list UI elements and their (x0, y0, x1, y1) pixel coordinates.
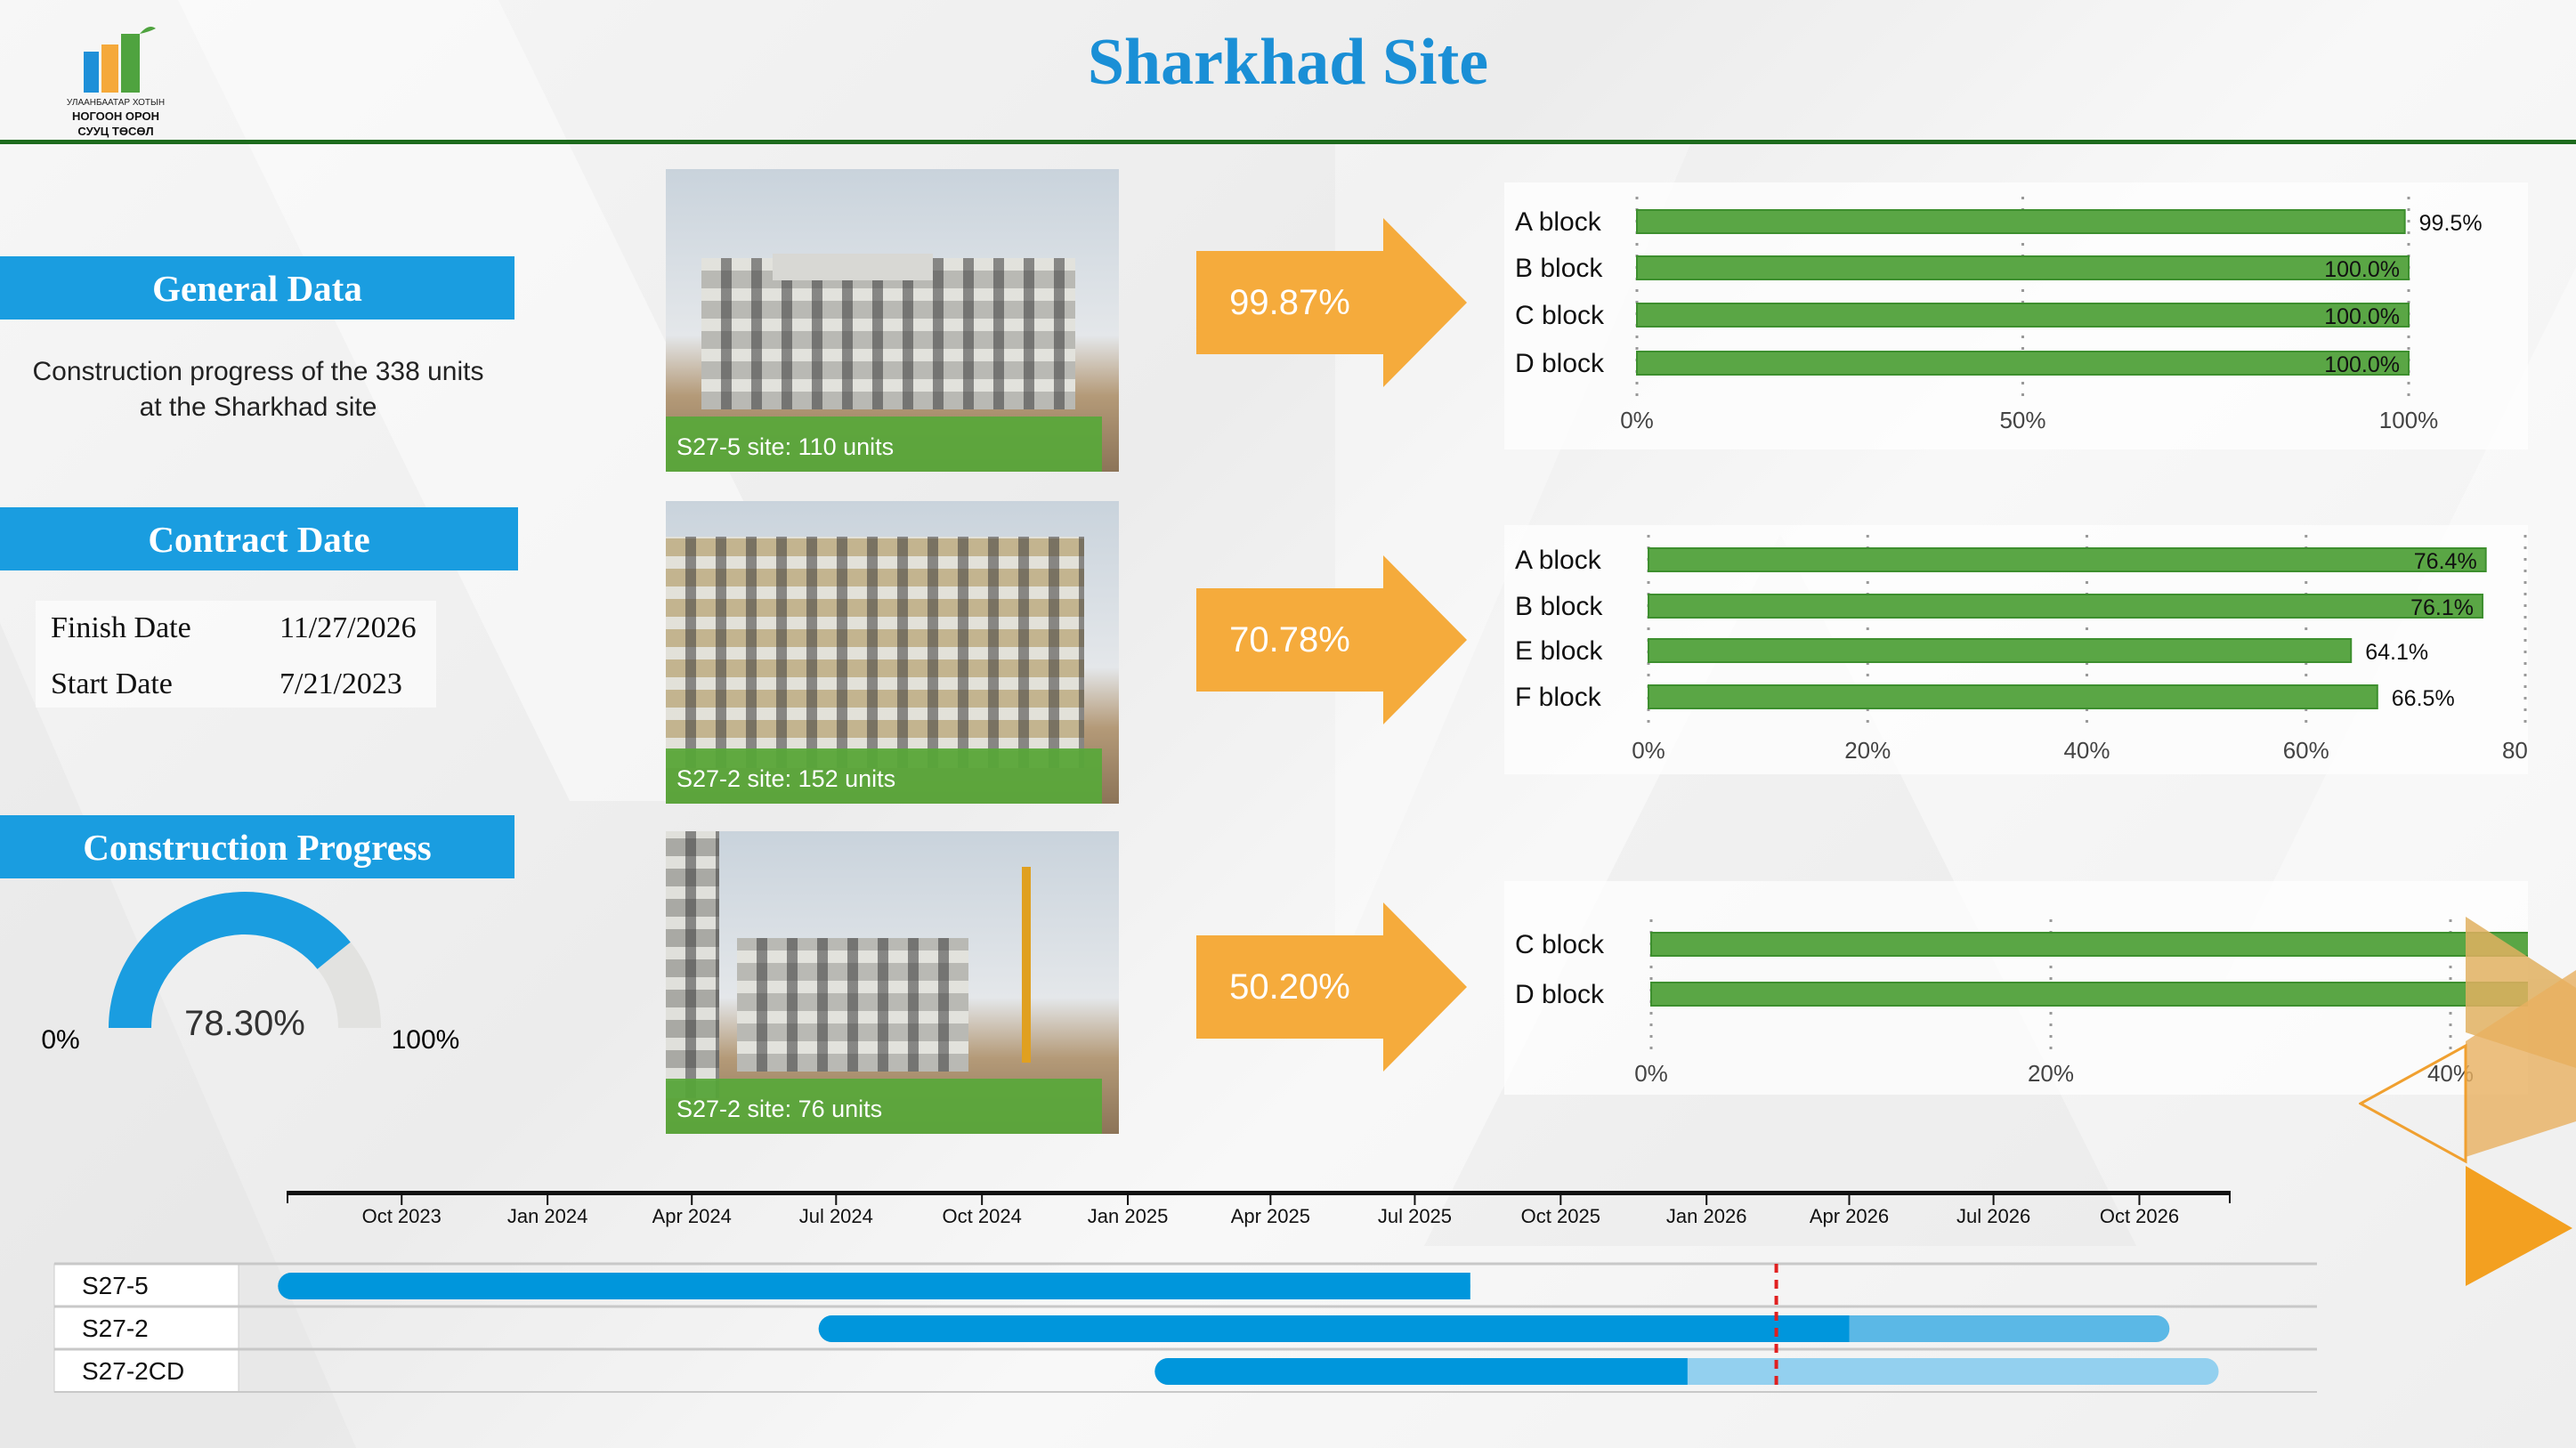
gauge-value-label: 78.30% (184, 1004, 305, 1043)
tick-label: 20% (2028, 1060, 2074, 1087)
bar (1636, 209, 2406, 234)
decorative-triangles (2359, 917, 2576, 1286)
bar (1636, 351, 2410, 376)
arrow-percent: 50.20% (1229, 967, 1350, 1007)
description-line-2: at the Sharkhad site (139, 392, 377, 422)
axis-tick-label: Oct 2026 (2100, 1205, 2179, 1227)
category-label: A block (1515, 546, 1602, 575)
tick-label: 0% (1620, 407, 1654, 433)
axis-tick-label: Oct 2025 (1521, 1205, 1600, 1227)
axis-tick-label: Jul 2024 (799, 1205, 873, 1227)
category-label: C block (1515, 301, 1605, 330)
general-description: Construction progress of the 338 units a… (0, 354, 516, 425)
block-progress-chart-s27-5: 0% 50% 100% A block 99.5% B block 100.0% C bloc… (1504, 182, 2528, 449)
bar (1648, 547, 2487, 572)
logo-text-line-2: НОГООН ОРОН (72, 109, 159, 123)
row-label: S27-5 (82, 1272, 149, 1299)
logo-text-line-1: УЛААНБААТАР ХОТЫН (67, 98, 165, 108)
axis-tick-label: Oct 2024 (943, 1205, 1022, 1227)
axis-tick-label: Jan 2024 (507, 1205, 588, 1227)
arrow-percent: 99.87% (1229, 282, 1350, 322)
value-label: 100.0% (2324, 257, 2400, 282)
gauge-min-label: 0% (41, 1025, 79, 1055)
finish-date-label: Finish Date (51, 611, 191, 644)
site-photo-s27-5: S27-5 site: 110 units (666, 169, 1119, 472)
bar (1650, 932, 2528, 957)
finish-date-value: 11/27/2026 (279, 611, 417, 644)
contract-table: Finish Date 11/27/2026 Start Date 7/21/2… (36, 601, 436, 708)
category-label: D block (1515, 980, 1605, 1009)
bar (1648, 684, 2378, 709)
bar (1650, 982, 2528, 1007)
category-label: D block (1515, 349, 1605, 378)
axis-tick-label: Jul 2026 (1956, 1205, 2030, 1227)
axis-tick-label: Jan 2025 (1088, 1205, 1169, 1227)
logo: УЛААНБААТАР ХОТЫН НОГООН ОРОН СУУЦ ТӨСӨЛ (45, 16, 187, 139)
value-label: 100.0% (2324, 304, 2400, 329)
page-title: Sharkhad Site (1087, 26, 1489, 99)
logo-mark: УЛААНБААТАР ХОТЫН НОГООН ОРОН СУУЦ ТӨСӨЛ (67, 27, 165, 138)
schedule-timeline: Oct 2023 Jan 2024 Apr 2024 Jul 2024 Oct 2024… (53, 1191, 2317, 1393)
tick-label: 60% (2283, 737, 2329, 764)
site-photo-s27-2cd: S27-2 site: 76 units (666, 831, 1119, 1134)
progress-arrow-s27-2: 70.78% (1196, 555, 1467, 724)
tick-label: 80% (2502, 737, 2528, 764)
axis-tick-label: Apr 2025 (1231, 1205, 1310, 1227)
bar (1648, 594, 2483, 619)
row-label: S27-2CD (82, 1357, 184, 1385)
tick-label: 50% (1999, 407, 2045, 433)
gauge-fill (109, 892, 351, 1028)
value-label: 99.5% (2419, 211, 2483, 236)
progress-bar (1154, 1358, 1688, 1385)
block-progress-chart-s27-2: 0% 20% 40% 60% 80% A block 76.4% B block 76.1% E … (1504, 525, 2528, 774)
construction-progress-heading: Construction Progress (0, 815, 514, 878)
arrow-percent: 70.78% (1229, 619, 1350, 659)
site-photo-s27-2: S27-2 site: 152 units (666, 501, 1119, 804)
row-label-column (53, 1263, 239, 1393)
tick-label: 100% (2379, 407, 2439, 433)
row-label: S27-2 (82, 1315, 149, 1342)
value-label: 64.1% (2365, 640, 2428, 665)
tick-label: 0% (1632, 737, 1665, 764)
site-caption: S27-5 site: 110 units (666, 417, 1102, 472)
bar (1648, 638, 2353, 663)
axis-tick-label: Apr 2024 (652, 1205, 732, 1227)
block-progress-chart-s27-2cd: 0%20%40%C block51.4%D block49.0% (1504, 881, 2528, 1095)
gauge-max-label: 100% (392, 1025, 460, 1055)
category-label: B block (1515, 592, 1603, 621)
start-date-value: 7/21/2023 (279, 667, 402, 700)
site-caption: S27-2 site: 76 units (666, 1079, 1102, 1134)
bar (1636, 303, 2410, 328)
contract-date-heading: Contract Date (0, 507, 518, 570)
category-label: F block (1515, 683, 1602, 712)
description-line-1: Construction progress of the 338 units (32, 357, 484, 386)
general-data-heading: General Data (0, 256, 514, 320)
axis-tick-label: Apr 2026 (1810, 1205, 1889, 1227)
value-label: 100.0% (2324, 352, 2400, 377)
category-label: C block (1515, 930, 1605, 959)
tick-label: 0% (1634, 1060, 1668, 1087)
timeline-axis (288, 1191, 2230, 1195)
axis-tick-label: Jul 2025 (1378, 1205, 1452, 1227)
axis-tick-label: Jan 2026 (1666, 1205, 1747, 1227)
category-label: E block (1515, 636, 1603, 666)
logo-text-line-3: СУУЦ ТӨСӨЛ (77, 125, 153, 138)
progress-arrow-s27-2cd: 50.20% (1196, 902, 1467, 1072)
tick-label: 20% (1844, 737, 1891, 764)
header-divider (0, 140, 2576, 144)
category-label: A block (1515, 207, 1602, 237)
progress-arrow-s27-5: 99.87% (1196, 218, 1467, 387)
value-label: 66.5% (2392, 686, 2455, 711)
progress-bar (278, 1273, 1470, 1299)
value-label: 76.1% (2410, 595, 2474, 620)
progress-gauge: 0% 100% 78.30% (41, 891, 460, 1055)
bar (1636, 255, 2410, 280)
start-date-label: Start Date (51, 667, 173, 700)
tick-label: 40% (2063, 737, 2110, 764)
progress-bar (818, 1315, 1850, 1342)
site-caption: S27-2 site: 152 units (666, 748, 1102, 804)
category-label: B block (1515, 254, 1603, 283)
value-label: 76.4% (2414, 549, 2477, 574)
axis-tick-label: Oct 2023 (362, 1205, 441, 1227)
